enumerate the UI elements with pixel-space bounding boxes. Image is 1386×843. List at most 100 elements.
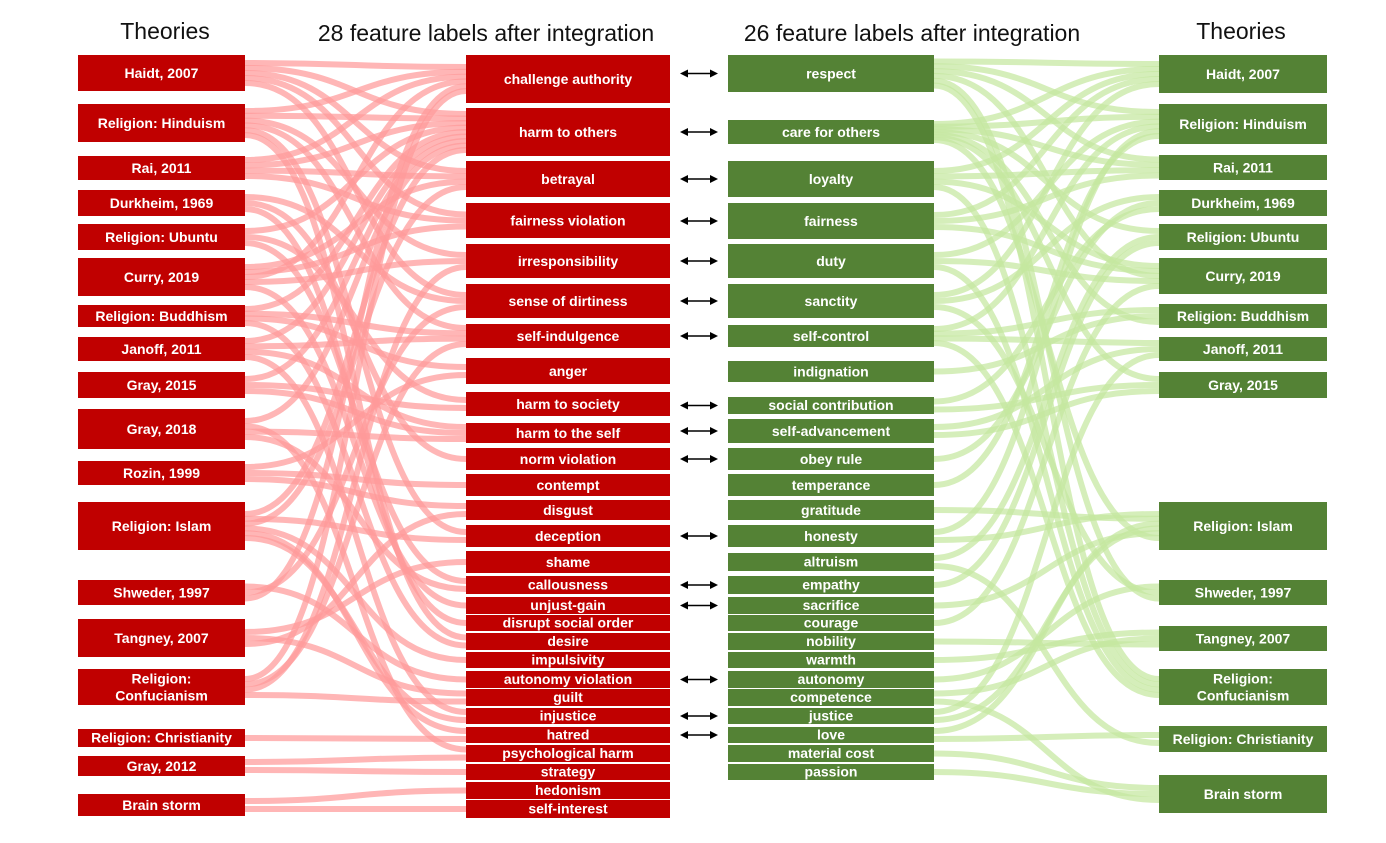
negative-feature-label: unjust-gain: [530, 597, 605, 613]
positive-feature-self-control: self-control: [728, 325, 934, 347]
positive-feature-label: self-advancement: [772, 423, 891, 439]
positive-feature-box: [728, 597, 934, 614]
positive-feature-box: [728, 525, 934, 547]
right-link-respect--religion-confucianism: [933, 82, 1160, 682]
right-theory-box: [1159, 304, 1327, 328]
right-theory-haidt-2007: Haidt, 2007: [1159, 55, 1327, 93]
left-theory-label: Gray, 2015: [127, 377, 197, 393]
pair-arrow-betrayal--loyalty: [680, 175, 718, 183]
right-link-care-for-others--religion-hinduism: [933, 113, 1160, 130]
arrowhead-right-icon: [710, 128, 718, 136]
negative-feature-box: [466, 727, 670, 743]
right-theory-religion-christianity: Religion: Christianity: [1159, 726, 1327, 752]
positive-feature-label: empathy: [802, 577, 860, 593]
negative-feature-label: psychological harm: [502, 745, 633, 761]
right-link-care-for-others--religion-buddhism: [933, 131, 1160, 325]
left-link-gray-2018--harm-to-the-self: [244, 428, 467, 442]
negative-feature-label: norm violation: [520, 451, 616, 467]
left-theory-box: [78, 305, 245, 327]
right-theory-box: [1159, 155, 1327, 180]
arrowhead-left-icon: [680, 401, 688, 410]
positive-feature-care-for-others: care for others: [728, 120, 934, 144]
negative-feature-norm-violation: norm violation: [466, 448, 670, 470]
left-link-haidt-2007--challenge-authority: [244, 60, 467, 70]
positive-feature-honesty: honesty: [728, 525, 934, 547]
right-theory-label: Haidt, 2007: [1206, 66, 1280, 82]
negative-feature-box: [466, 55, 670, 103]
right-theory-box: [1159, 224, 1327, 250]
positive-feature-social-contribution: social contribution: [728, 397, 934, 414]
left-link-religion-islam--deception: [244, 515, 467, 543]
left-theory-box: [78, 337, 245, 361]
negative-feature-contempt: contempt: [466, 474, 670, 496]
negative-feature-shame: shame: [466, 551, 670, 573]
positive-feature-competence: competence: [728, 689, 934, 706]
negative-feature-hatred: hatred: [466, 727, 670, 743]
negative-feature-deception: deception: [466, 525, 670, 547]
negative-feature-box: [466, 324, 670, 348]
negative-feature-box: [466, 689, 670, 706]
negative-feature-label: disgust: [543, 502, 593, 518]
left-link-religion-christianity--hatred: [244, 735, 467, 742]
positive-feature-box: [728, 284, 934, 318]
negative-feature-box: [466, 597, 670, 614]
negative-feature-label: self-interest: [528, 801, 608, 817]
negative-feature-label: callousness: [528, 577, 608, 593]
left-theory-shweder-1997: Shweder, 1997: [78, 580, 245, 605]
positive-feature-label: care for others: [782, 124, 880, 140]
negative-feature-box: [466, 448, 670, 470]
right-theory-box: [1159, 775, 1327, 813]
right-theory-label: Durkheim, 1969: [1191, 195, 1295, 211]
positive-feature-label: honesty: [804, 528, 858, 544]
positive-feature-box: [728, 652, 934, 668]
left-link-shweder-1997--challenge-authority: [244, 83, 467, 602]
arrowhead-left-icon: [680, 712, 688, 720]
positive-feature-label: indignation: [793, 364, 868, 380]
left-link-rai-2011--fairness-violation: [244, 173, 467, 224]
left-link-rai-2011--challenge-authority: [244, 73, 467, 163]
left-link-tangney-2007--shame: [244, 559, 467, 635]
right-theory-box: [1159, 337, 1327, 361]
left-theory-label: Religion: Islam: [112, 518, 212, 534]
arrowhead-right-icon: [710, 297, 718, 305]
left-theory-label: Rozin, 1999: [123, 465, 200, 481]
left-link-curry-2019--challenge-authority: [244, 78, 467, 280]
negative-feature-box: [466, 764, 670, 780]
positive-feature-label: passion: [805, 764, 858, 780]
left-theory-box: [78, 461, 245, 485]
positive-feature-box: [728, 576, 934, 594]
positive-feature-sanctity: sanctity: [728, 284, 934, 318]
right-link-material-cost--brain-storm: [933, 750, 1160, 791]
left-link-janoff-2011--harm-to-others: [244, 133, 467, 344]
positive-feature-box: [728, 120, 934, 144]
arrowhead-left-icon: [680, 217, 688, 225]
left-link-gray-2015--harm-to-the-self: [244, 388, 467, 436]
left-theory-durkheim-1969: Durkheim, 1969: [78, 190, 245, 216]
left-theory-box: [78, 258, 245, 296]
negative-features-heading: 28 feature labels after integration: [318, 20, 654, 46]
right-link-self-advancement--gray-2015: [933, 388, 1160, 438]
right-link-autonomy--shweder-1997: [933, 583, 1160, 683]
pair-arrow-harm-to-the-self--self-advancement: [680, 427, 718, 435]
right-link-respect--religion-hinduism: [933, 63, 1160, 115]
arrowhead-right-icon: [710, 455, 718, 463]
right-theory-box: [1159, 726, 1327, 752]
negative-feature-box: [466, 782, 670, 799]
left-theory-gray-2015: Gray, 2015: [78, 372, 245, 398]
right-theory-gray-2015: Gray, 2015: [1159, 372, 1327, 398]
negative-feature-unjust-gain: unjust-gain: [466, 597, 670, 614]
right-theory-label: Tangney, 2007: [1196, 631, 1291, 647]
left-theory-curry-2019: Curry, 2019: [78, 258, 245, 296]
positive-feature-autonomy: autonomy: [728, 671, 934, 688]
right-theory-box: [1159, 669, 1327, 705]
positive-feature-label: obey rule: [800, 451, 862, 467]
positive-feature-temperance: temperance: [728, 474, 934, 496]
left-theory-religion-confucianism: Religion: Confucianism: [78, 669, 245, 705]
positive-feature-label: autonomy: [798, 671, 865, 687]
right-theory-shweder-1997: Shweder, 1997: [1159, 580, 1327, 605]
positive-feature-label: material cost: [788, 745, 875, 761]
negative-feature-disgust: disgust: [466, 500, 670, 520]
positive-feature-respect: respect: [728, 55, 934, 92]
pair-arrow-self-indulgence--self-control: [680, 332, 718, 340]
